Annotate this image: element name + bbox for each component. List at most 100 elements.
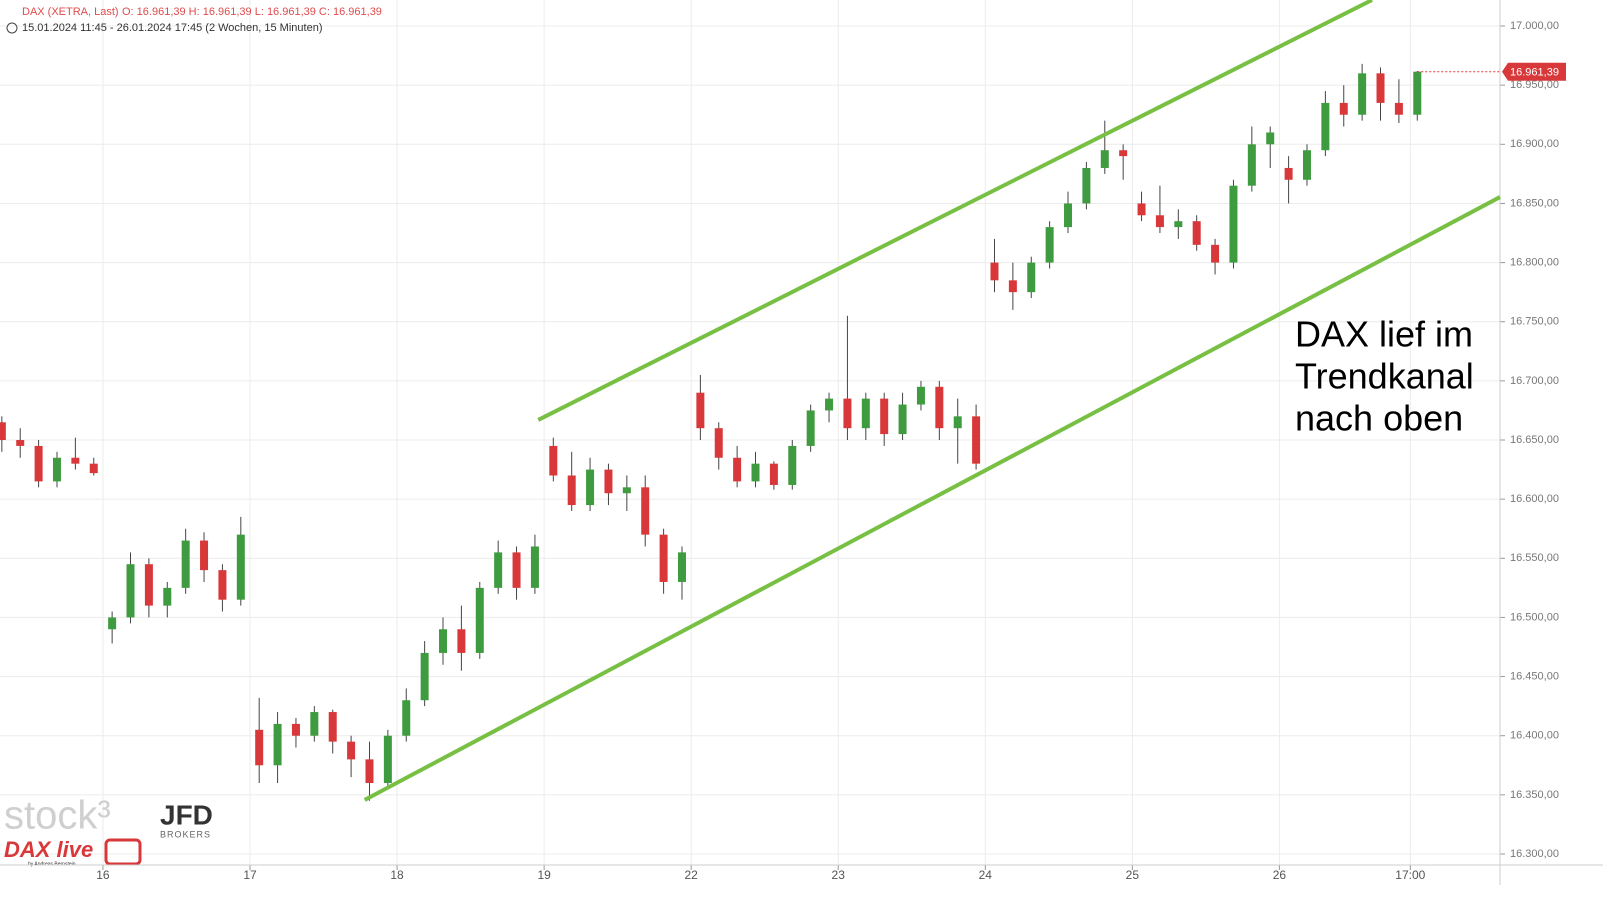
y-tick-label: 16.900,00 (1510, 138, 1559, 150)
clock-icon (6, 22, 18, 34)
candle-body (291, 723, 300, 736)
logo-stock: stock³ (4, 794, 111, 838)
candle-body (1064, 203, 1073, 228)
y-tick-label: 16.700,00 (1510, 375, 1559, 387)
candle-body (420, 652, 429, 701)
date-range: 15.01.2024 11:45 - 26.01.2024 17:45 (2 W… (22, 22, 322, 34)
candle-body (733, 457, 742, 482)
y-tick-label: 16.500,00 (1510, 611, 1559, 623)
candle-body (347, 741, 356, 760)
candle-body (1192, 221, 1201, 245)
instrument: DAX (XETRA, Last) (22, 6, 119, 18)
candle-body (1302, 150, 1311, 180)
candle-body (843, 398, 852, 429)
candle-body (1100, 150, 1109, 168)
annotation: DAX lief im (1295, 314, 1473, 355)
x-tick-label: 17:00 (1395, 868, 1425, 882)
x-tick-label: 18 (390, 868, 404, 882)
candle-body (365, 759, 374, 784)
candle-body (494, 552, 503, 588)
candle-body (402, 700, 411, 736)
candle-body (328, 712, 337, 742)
candle-body (1413, 71, 1422, 115)
candle-body (990, 262, 999, 281)
x-tick-label: 19 (537, 868, 551, 882)
candle-body (475, 587, 484, 653)
candle-body (604, 469, 613, 494)
candle-body (880, 398, 889, 435)
trendline (363, 195, 1501, 802)
candle-body (677, 552, 686, 582)
candle-body (108, 617, 117, 630)
candle-body (439, 629, 448, 653)
candle-body (714, 428, 723, 458)
candle-body (126, 564, 135, 618)
candle-body (34, 445, 43, 482)
play-icon (104, 838, 142, 866)
x-tick-label: 23 (832, 868, 846, 882)
candle-body (89, 463, 98, 474)
candle-body (218, 570, 227, 600)
candle-body (751, 463, 760, 482)
x-tick-label: 22 (684, 868, 698, 882)
candle-body (71, 457, 80, 464)
candle-body (567, 475, 576, 506)
logo-author: by Andreas Bernstein (28, 861, 76, 867)
candle-body (898, 404, 907, 435)
candle-body (457, 629, 466, 653)
logo-broker: JFD (160, 799, 213, 830)
candle-body (1339, 102, 1348, 115)
y-tick-label: 16.750,00 (1510, 316, 1559, 328)
y-tick-label: 16.600,00 (1510, 493, 1559, 505)
x-tick-label: 26 (1273, 868, 1287, 882)
candle-body (825, 398, 834, 411)
candle-body (1321, 102, 1330, 151)
candle-body (659, 534, 668, 582)
candle-body (1137, 203, 1146, 216)
candle-body (1155, 215, 1164, 228)
y-tick-label: 16.450,00 (1510, 670, 1559, 682)
candle-body (1284, 167, 1293, 180)
candle-body (200, 540, 209, 571)
candle-body (1211, 244, 1220, 263)
candle-body (310, 712, 319, 736)
candle-body (1229, 185, 1238, 263)
candle-body (144, 564, 153, 606)
candle-body (861, 398, 870, 429)
y-tick-label: 16.800,00 (1510, 256, 1559, 268)
candle-body (806, 410, 815, 446)
candle-body (16, 440, 25, 446)
candle-body (696, 392, 705, 429)
y-tick-label: 16.550,00 (1510, 552, 1559, 564)
candle-body (641, 487, 650, 535)
candle-body (1027, 262, 1036, 293)
candle-body (1247, 144, 1256, 186)
candle-body (622, 487, 631, 494)
last-price-label: 16.961,39 (1510, 67, 1559, 79)
y-tick-label: 16.950,00 (1510, 79, 1559, 91)
candle-body (1045, 227, 1054, 263)
candle-body (236, 534, 245, 600)
logo-show: DAX live (4, 837, 93, 862)
candle-body (255, 729, 264, 766)
logo-broker-sub: BROKERS (160, 829, 211, 839)
y-tick-label: 16.850,00 (1510, 197, 1559, 209)
last-price-badge (1502, 62, 1566, 81)
candle-body (1119, 150, 1128, 157)
candle-body (788, 445, 797, 485)
ohlc: O: 16.961,39 H: 16.961,39 L: 16.961,39 C… (122, 6, 382, 18)
trendline (537, 0, 1373, 422)
candle-body (953, 416, 962, 429)
x-tick-label: 25 (1126, 868, 1140, 882)
candle-body (181, 540, 190, 588)
candle-body (935, 386, 944, 429)
candle-body (273, 723, 282, 766)
candle-body (1174, 221, 1183, 228)
candle-body (52, 457, 61, 482)
y-tick-label: 16.350,00 (1510, 789, 1559, 801)
y-tick-label: 16.400,00 (1510, 730, 1559, 742)
x-tick-label: 17 (243, 868, 257, 882)
y-tick-label: 16.300,00 (1510, 848, 1559, 860)
